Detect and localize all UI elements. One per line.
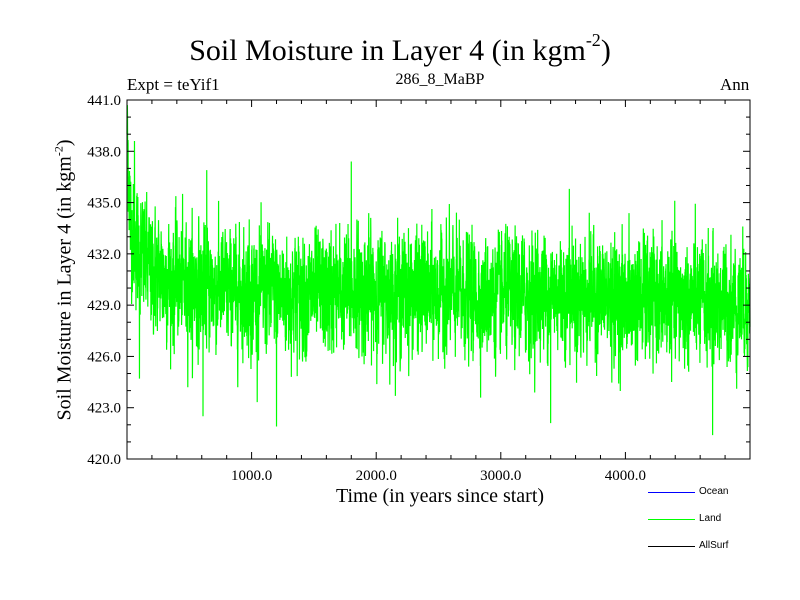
legend-label-ocean: Ocean: [699, 486, 729, 497]
y-tick-label: 420.0: [87, 452, 121, 468]
legend-line-land: [648, 519, 695, 520]
chart-title: Soil Moisture in Layer 4 (in kgm-2): [189, 30, 611, 67]
run-label: 286_8_MaBP: [395, 71, 485, 88]
season-label: Ann: [720, 75, 750, 94]
legend-line-ocean: [648, 492, 695, 493]
y-tick-label: 426.0: [87, 349, 121, 365]
x-tick-label: 1000.0: [231, 468, 272, 484]
y-tick-label: 435.0: [87, 196, 121, 212]
y-tick-label: 438.0: [87, 144, 121, 160]
legend-line-allsurf: [648, 546, 695, 547]
plot-frame: [126, 99, 751, 460]
legend-label-land: Land: [699, 513, 722, 524]
x-axis-label: Time (in years since start): [335, 485, 545, 507]
y-tick-label: 429.0: [87, 298, 121, 314]
x-tick-label: 2000.0: [356, 468, 397, 484]
series-line-land: [126, 105, 751, 436]
experiment-label: Expt = teYif1: [127, 75, 220, 94]
x-tick-label: 3000.0: [480, 468, 521, 484]
y-tick-label: 441.0: [87, 93, 121, 109]
y-axis-label: Soil Moisture in Layer 4 (in kgm-2): [51, 139, 76, 421]
y-tick-label: 432.0: [87, 247, 121, 263]
y-tick-label: 423.0: [87, 401, 121, 417]
x-tick-label: 4000.0: [605, 468, 646, 484]
legend-label-allsurf: AllSurf: [699, 540, 729, 551]
